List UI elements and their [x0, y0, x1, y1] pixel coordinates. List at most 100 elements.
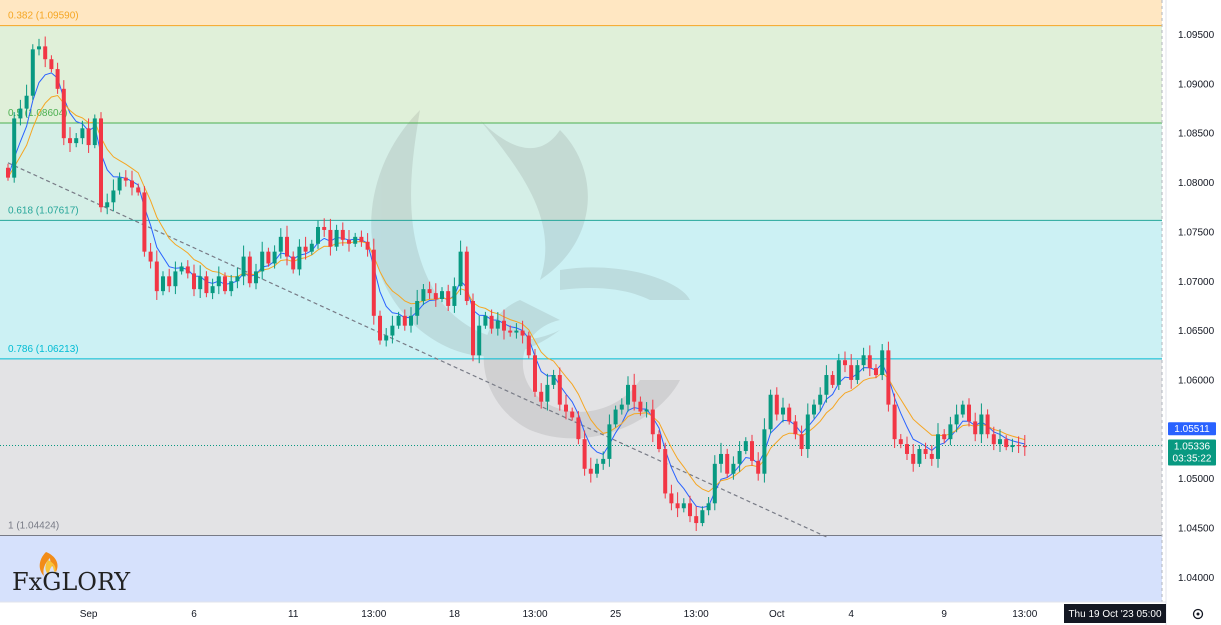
current-price-tag	[1168, 439, 1216, 466]
candle-body	[483, 315, 488, 326]
ma-price-tag	[1168, 422, 1216, 436]
candle-body	[185, 266, 190, 274]
candle-body	[272, 251, 277, 264]
candle-body	[818, 394, 823, 405]
candle-body	[731, 463, 736, 474]
settings-icon[interactable]	[1192, 608, 1204, 620]
fib-label-3: 0.786 (1.06213)	[8, 344, 79, 355]
candle-body	[781, 407, 785, 415]
candle-body	[954, 414, 959, 425]
candle-body	[514, 330, 519, 333]
candle-body	[216, 276, 221, 287]
candle-body	[167, 276, 172, 287]
candle-body	[564, 404, 568, 412]
candle-body	[179, 266, 184, 272]
candle-body	[471, 301, 475, 356]
candle-body	[433, 293, 438, 300]
candle-body	[650, 409, 655, 435]
y-axis-ticks: 1.09500 1.09000 1.08500 1.08000 1.07500 1.070…	[1178, 30, 1215, 584]
candle-body	[49, 59, 54, 70]
crosshair-time-text: Thu 19 Oct '23 05:00	[1068, 609, 1162, 620]
candle-body	[632, 384, 637, 402]
candle-body	[681, 503, 686, 509]
candle-body	[477, 325, 482, 356]
y-tick-label: 1.08000	[1178, 178, 1215, 189]
candle-body	[905, 444, 909, 454]
candle-body	[502, 320, 506, 331]
candle-body	[43, 46, 48, 60]
candle-body	[582, 439, 587, 469]
candle-body	[148, 251, 153, 262]
candle-body	[117, 177, 122, 191]
candle-body	[254, 271, 258, 284]
candle-body	[68, 138, 72, 144]
fib-lines	[0, 25, 1162, 536]
candle-body	[929, 453, 934, 459]
candle-body	[328, 229, 333, 247]
y-tick-label: 1.04500	[1178, 523, 1215, 534]
candle-body	[235, 276, 240, 282]
candle-body	[229, 281, 234, 292]
candle-body	[303, 246, 308, 252]
candle-body	[694, 516, 699, 524]
candle-body	[688, 503, 692, 517]
candle-body	[322, 226, 327, 230]
candle-body	[855, 365, 860, 380]
candle-body	[86, 128, 91, 146]
candle-body	[30, 49, 35, 96]
fib-zone-3	[0, 220, 1162, 359]
candle-body	[948, 424, 953, 440]
candle-body	[998, 439, 1002, 445]
candle-body	[973, 421, 978, 435]
candle-body	[192, 273, 196, 290]
candle-body	[452, 286, 457, 306]
candle-body	[787, 407, 792, 422]
candle-body	[539, 391, 544, 402]
candle-body	[105, 202, 110, 208]
fib-zones	[0, 0, 1162, 602]
candle-body	[37, 46, 41, 50]
y-tick-label: 1.06000	[1178, 375, 1215, 386]
candle-body	[136, 187, 141, 193]
candle-body	[979, 414, 984, 435]
candle-body	[365, 241, 370, 250]
candle-body	[55, 69, 60, 89]
candle-body	[1022, 446, 1027, 448]
candle-body	[278, 236, 283, 252]
fib-labels: 0.382 (1.09590) 0.5 (1.08604) 0.618 (1.076…	[8, 11, 79, 532]
candle-body	[601, 458, 606, 464]
x-tick-label: 18	[449, 609, 461, 620]
candle-body	[551, 375, 556, 385]
candle-body	[390, 325, 395, 336]
candle-body	[849, 365, 854, 380]
fib-zone-5	[0, 535, 1162, 602]
y-tick-label: 1.04000	[1178, 573, 1215, 584]
candle-body	[402, 315, 407, 326]
x-tick-label: Sep	[80, 609, 98, 620]
candle-body	[204, 276, 209, 294]
candle-body	[805, 414, 810, 450]
candle-body	[892, 404, 897, 440]
candle-body	[340, 229, 345, 240]
current-price-label: 1.05336	[1174, 441, 1211, 452]
candle-body	[960, 404, 965, 415]
candle-body	[241, 256, 246, 277]
candle-body	[415, 301, 420, 316]
candle-body	[843, 360, 847, 366]
candle-body	[18, 108, 23, 119]
candle-body	[545, 384, 550, 402]
candle-body	[173, 271, 178, 287]
candle-body	[737, 451, 742, 464]
fib-label-0: 0.382 (1.09590)	[8, 11, 79, 22]
ma-price-tag-label: 1.05511	[1174, 424, 1210, 435]
candle-body	[458, 251, 463, 287]
candle-body	[111, 190, 116, 203]
y-tick-label: 1.08500	[1178, 129, 1215, 140]
candle-body	[309, 243, 314, 252]
candle-body	[595, 463, 599, 474]
candle-body	[675, 503, 680, 509]
candle-body	[936, 434, 940, 459]
candle-body	[774, 394, 779, 415]
